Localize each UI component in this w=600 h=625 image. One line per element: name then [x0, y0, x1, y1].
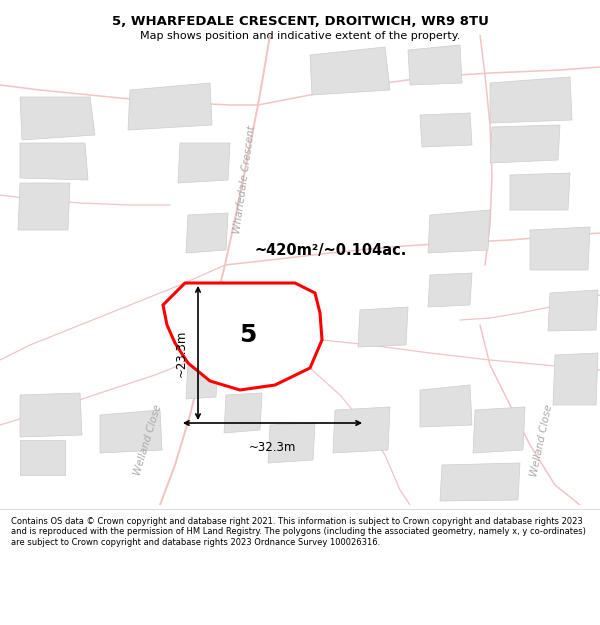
Polygon shape [530, 227, 590, 270]
Text: Welland Close: Welland Close [133, 403, 164, 477]
Polygon shape [428, 210, 490, 253]
Text: 5: 5 [239, 323, 257, 347]
Polygon shape [178, 143, 230, 183]
Text: ~420m²/~0.104ac.: ~420m²/~0.104ac. [255, 242, 407, 258]
Polygon shape [428, 273, 472, 307]
Polygon shape [163, 283, 322, 390]
Polygon shape [20, 143, 88, 180]
Polygon shape [18, 183, 70, 230]
Polygon shape [440, 463, 520, 501]
Polygon shape [548, 290, 598, 331]
Polygon shape [310, 47, 390, 95]
Polygon shape [224, 393, 262, 433]
Polygon shape [420, 385, 472, 427]
Polygon shape [490, 77, 572, 123]
Polygon shape [20, 97, 95, 140]
Polygon shape [128, 83, 212, 130]
Polygon shape [420, 113, 472, 147]
Polygon shape [186, 213, 228, 253]
Polygon shape [268, 423, 315, 463]
Polygon shape [333, 407, 390, 453]
Polygon shape [553, 353, 598, 405]
Text: Welland Close: Welland Close [529, 403, 554, 477]
Text: Contains OS data © Crown copyright and database right 2021. This information is : Contains OS data © Crown copyright and d… [11, 517, 586, 547]
Text: ~32.3m: ~32.3m [249, 441, 296, 454]
Text: Wharfedale Crescent: Wharfedale Crescent [232, 125, 257, 235]
Polygon shape [473, 407, 525, 453]
Text: ~23.3m: ~23.3m [175, 329, 188, 377]
Polygon shape [186, 363, 218, 399]
Polygon shape [20, 440, 65, 475]
Polygon shape [100, 410, 162, 453]
Polygon shape [408, 45, 462, 85]
Polygon shape [490, 125, 560, 163]
Polygon shape [358, 307, 408, 347]
Polygon shape [510, 173, 570, 210]
Text: 5, WHARFEDALE CRESCENT, DROITWICH, WR9 8TU: 5, WHARFEDALE CRESCENT, DROITWICH, WR9 8… [112, 16, 488, 28]
Text: Map shows position and indicative extent of the property.: Map shows position and indicative extent… [140, 31, 460, 41]
Polygon shape [20, 393, 82, 437]
